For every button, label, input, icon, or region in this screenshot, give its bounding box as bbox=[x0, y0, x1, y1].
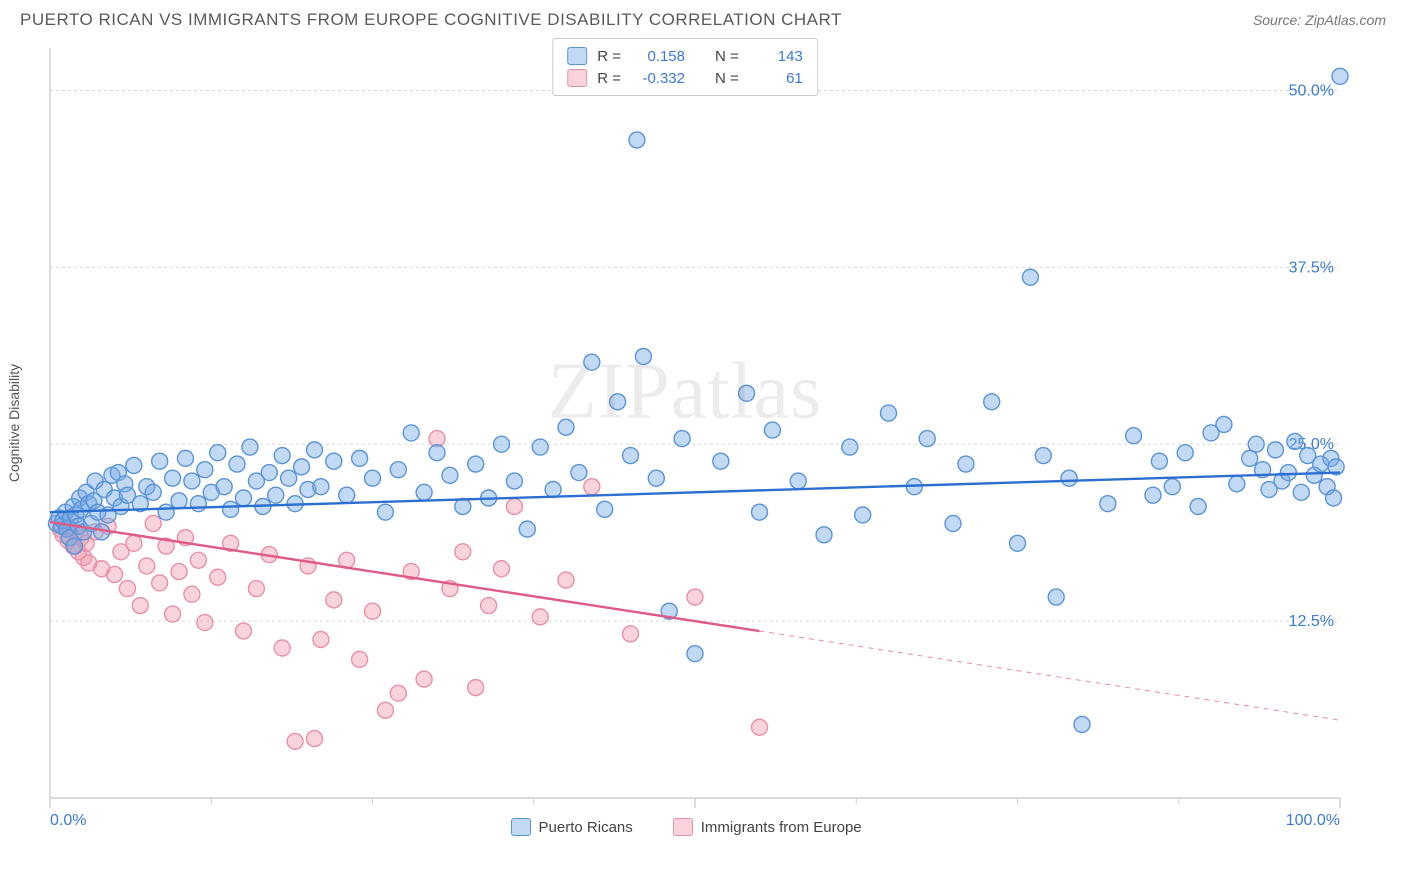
series-legend: Puerto Ricans Immigrants from Europe bbox=[511, 818, 862, 836]
source-label: Source: ZipAtlas.com bbox=[1253, 12, 1386, 28]
svg-text:50.0%: 50.0% bbox=[1289, 82, 1334, 99]
r-value-pr: 0.158 bbox=[631, 48, 685, 65]
n-value-eu: 61 bbox=[749, 70, 803, 87]
x-min-label: 0.0% bbox=[50, 812, 86, 836]
svg-text:37.5%: 37.5% bbox=[1289, 259, 1334, 276]
legend-label-pr: Puerto Ricans bbox=[539, 819, 633, 836]
legend-row-pr: R = 0.158 N = 143 bbox=[567, 45, 803, 67]
legend-label-eu: Immigrants from Europe bbox=[701, 819, 862, 836]
x-axis-labels: 0.0% Puerto Ricans Immigrants from Europ… bbox=[50, 808, 1340, 836]
swatch-puerto-ricans bbox=[511, 818, 531, 836]
y-axis-label: Cognitive Disability bbox=[6, 364, 22, 482]
chart-header: PUERTO RICAN VS IMMIGRANTS FROM EUROPE C… bbox=[0, 0, 1406, 38]
swatch-immigrants-europe bbox=[567, 69, 587, 87]
scatter-chart: 12.5%25.0%37.5%50.0% bbox=[20, 38, 1350, 808]
swatch-immigrants-europe bbox=[673, 818, 693, 836]
swatch-puerto-ricans bbox=[567, 47, 587, 65]
chart-title: PUERTO RICAN VS IMMIGRANTS FROM EUROPE C… bbox=[20, 10, 842, 30]
svg-text:12.5%: 12.5% bbox=[1289, 613, 1334, 630]
n-value-pr: 143 bbox=[749, 48, 803, 65]
r-label: R = bbox=[597, 70, 621, 87]
legend-item-eu: Immigrants from Europe bbox=[673, 818, 862, 836]
n-label: N = bbox=[715, 48, 739, 65]
n-label: N = bbox=[715, 70, 739, 87]
x-max-label: 100.0% bbox=[1286, 812, 1340, 836]
r-label: R = bbox=[597, 48, 621, 65]
r-value-eu: -0.332 bbox=[631, 70, 685, 87]
legend-item-pr: Puerto Ricans bbox=[511, 818, 633, 836]
legend-row-eu: R = -0.332 N = 61 bbox=[567, 67, 803, 89]
chart-area: Cognitive Disability 12.5%25.0%37.5%50.0… bbox=[20, 38, 1350, 808]
correlation-legend: R = 0.158 N = 143 R = -0.332 N = 61 bbox=[552, 38, 818, 96]
